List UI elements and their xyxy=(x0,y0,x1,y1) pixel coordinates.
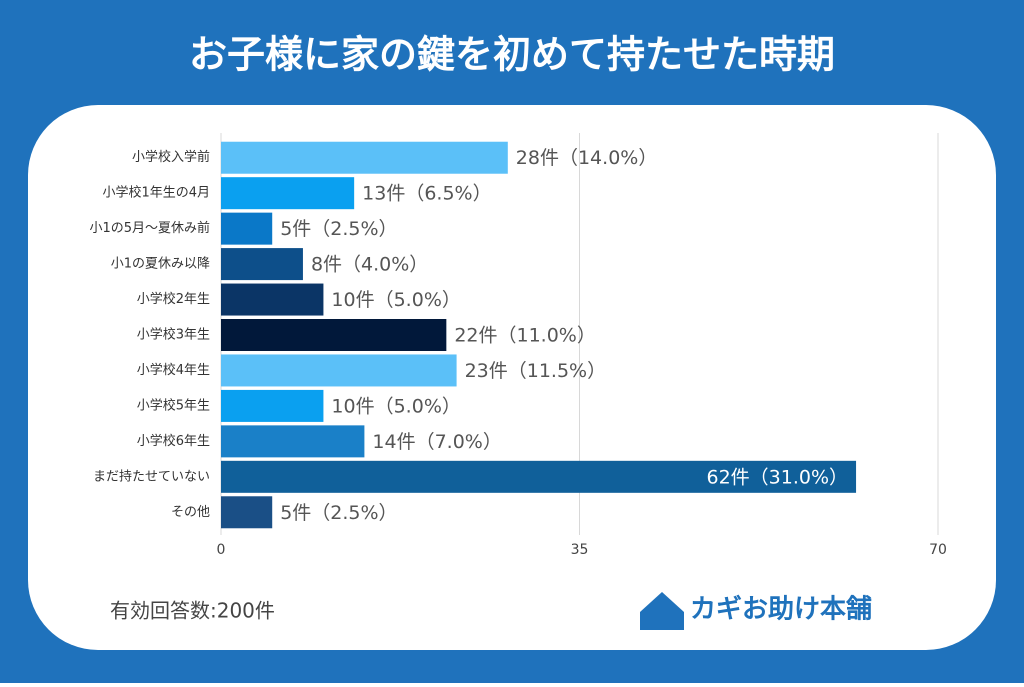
logo: カギお助け本舗 xyxy=(640,592,872,630)
value-label: 10件（5.0%） xyxy=(331,289,460,311)
value-label: 28件（14.0%） xyxy=(516,147,658,169)
y-tick-label: 小学校入学前 xyxy=(132,149,210,165)
value-label: 5件（2.5%） xyxy=(280,502,397,524)
x-tick-label: 35 xyxy=(571,542,589,558)
bar xyxy=(221,496,273,529)
logo-text: カギお助け本舗 xyxy=(690,595,872,625)
value-label: 10件（5.0%） xyxy=(331,395,460,417)
bar xyxy=(221,460,857,493)
y-tick-label: 小学校4年生 xyxy=(137,362,210,378)
bar xyxy=(221,389,324,422)
bar xyxy=(221,319,447,351)
chart-title: お子様に家の鍵を初めて持たせた時期 xyxy=(189,33,835,77)
value-label: 23件（11.5%） xyxy=(465,360,607,382)
y-tick-label: まだ持たせていない xyxy=(93,469,210,484)
x-tick-label: 0 xyxy=(217,542,226,558)
note: 有効回答数:200件 xyxy=(110,599,275,623)
bar xyxy=(221,212,273,245)
bar xyxy=(221,141,508,174)
y-tick-label: 小学校1年生の4月 xyxy=(102,185,210,201)
value-label: 8件（4.0%） xyxy=(311,254,428,276)
bar xyxy=(221,283,324,316)
x-tick-label: 70 xyxy=(929,542,947,558)
y-tick-label: 小学校5年生 xyxy=(137,397,210,413)
bar xyxy=(221,177,355,210)
value-label: 14件（7.0%） xyxy=(372,431,501,453)
logo-icon xyxy=(640,592,684,630)
bar xyxy=(221,354,457,387)
y-tick-label: その他 xyxy=(171,505,210,520)
value-label: 5件（2.5%） xyxy=(280,218,397,240)
bar xyxy=(221,248,303,281)
y-tick-label: 小1の夏休み以降 xyxy=(111,257,210,272)
value-label: 13件（6.5%） xyxy=(362,183,491,205)
y-tick-label: 小学校6年生 xyxy=(137,433,210,449)
y-tick-label: 小学校3年生 xyxy=(137,327,210,343)
y-tick-label: 小学校2年生 xyxy=(137,291,210,307)
bar xyxy=(221,425,365,458)
value-label: 22件（11.0%） xyxy=(454,325,596,347)
y-tick-label: 小1の5月〜夏休み前 xyxy=(89,220,210,236)
value-label: 62件（31.0%） xyxy=(707,466,849,488)
